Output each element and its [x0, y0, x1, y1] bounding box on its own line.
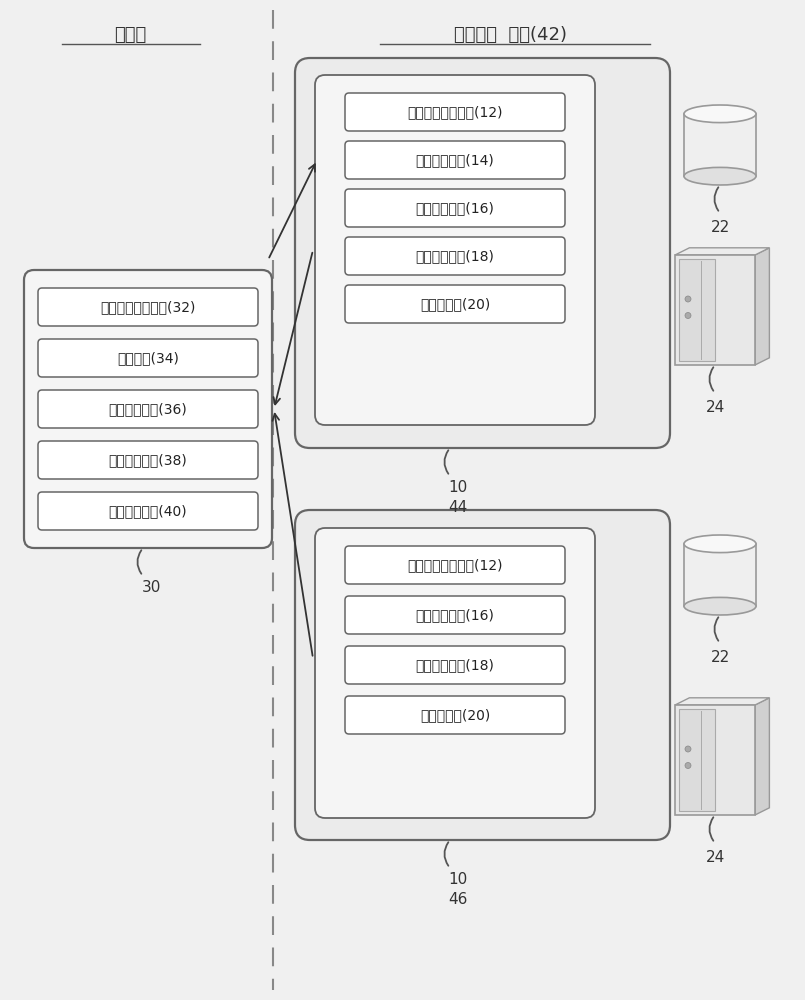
FancyBboxPatch shape — [38, 339, 258, 377]
Ellipse shape — [684, 167, 756, 185]
Text: 讯息输入模块(38): 讯息输入模块(38) — [109, 453, 188, 467]
FancyBboxPatch shape — [345, 646, 565, 684]
Text: 登入验证模块(14): 登入验证模块(14) — [415, 153, 494, 167]
FancyBboxPatch shape — [295, 58, 670, 448]
Circle shape — [685, 762, 691, 768]
FancyBboxPatch shape — [345, 189, 565, 227]
Text: 10: 10 — [448, 872, 468, 888]
Ellipse shape — [684, 597, 756, 615]
Text: 公布栏模块(20): 公布栏模块(20) — [420, 708, 490, 722]
Text: 权限管理模块(18): 权限管理模块(18) — [415, 658, 494, 672]
Polygon shape — [755, 698, 770, 815]
Text: 账号管理模块(16): 账号管理模块(16) — [415, 608, 494, 622]
Text: 22: 22 — [710, 220, 729, 234]
Text: 24: 24 — [705, 850, 724, 864]
Text: 第一网络通讯模块(12): 第一网络通讯模块(12) — [407, 558, 503, 572]
Text: 服务器端  云端(42): 服务器端 云端(42) — [453, 26, 567, 44]
FancyBboxPatch shape — [315, 75, 595, 425]
Circle shape — [685, 296, 691, 302]
Text: 数据存取模块(36): 数据存取模块(36) — [109, 402, 188, 416]
Text: 10: 10 — [448, 481, 468, 495]
FancyBboxPatch shape — [345, 596, 565, 634]
Text: 权限管理模块(18): 权限管理模块(18) — [415, 249, 494, 263]
Polygon shape — [755, 248, 770, 365]
FancyBboxPatch shape — [315, 528, 595, 818]
FancyBboxPatch shape — [38, 288, 258, 326]
Text: 账号管理模块(16): 账号管理模块(16) — [415, 201, 494, 215]
Bar — [675, 705, 755, 815]
FancyBboxPatch shape — [38, 441, 258, 479]
Ellipse shape — [684, 105, 756, 123]
FancyBboxPatch shape — [345, 93, 565, 131]
Circle shape — [685, 746, 691, 752]
Bar — [679, 709, 715, 811]
Bar — [684, 114, 756, 176]
Text: 24: 24 — [705, 399, 724, 414]
FancyBboxPatch shape — [24, 270, 272, 548]
Bar — [675, 255, 755, 365]
Ellipse shape — [684, 535, 756, 553]
Text: 公布栏模块(20): 公布栏模块(20) — [420, 297, 490, 311]
Polygon shape — [675, 248, 770, 255]
Text: 30: 30 — [142, 580, 161, 595]
FancyBboxPatch shape — [345, 546, 565, 584]
Text: 44: 44 — [448, 500, 468, 516]
FancyBboxPatch shape — [38, 390, 258, 428]
FancyBboxPatch shape — [345, 141, 565, 179]
FancyBboxPatch shape — [345, 285, 565, 323]
FancyBboxPatch shape — [295, 510, 670, 840]
Text: 画面更新模块(40): 画面更新模块(40) — [109, 504, 188, 518]
FancyBboxPatch shape — [345, 237, 565, 275]
Bar — [679, 259, 715, 361]
FancyBboxPatch shape — [345, 696, 565, 734]
Text: 22: 22 — [710, 650, 729, 664]
Circle shape — [685, 312, 691, 318]
Text: 46: 46 — [448, 892, 468, 908]
Text: 客户端: 客户端 — [114, 26, 147, 44]
Bar — [684, 544, 756, 606]
Text: 第一网络通讯模块(12): 第一网络通讯模块(12) — [407, 105, 503, 119]
Text: 登入模块(34): 登入模块(34) — [117, 351, 179, 365]
Text: 第二网络通讯模块(32): 第二网络通讯模块(32) — [101, 300, 196, 314]
Polygon shape — [675, 698, 770, 705]
FancyBboxPatch shape — [38, 492, 258, 530]
